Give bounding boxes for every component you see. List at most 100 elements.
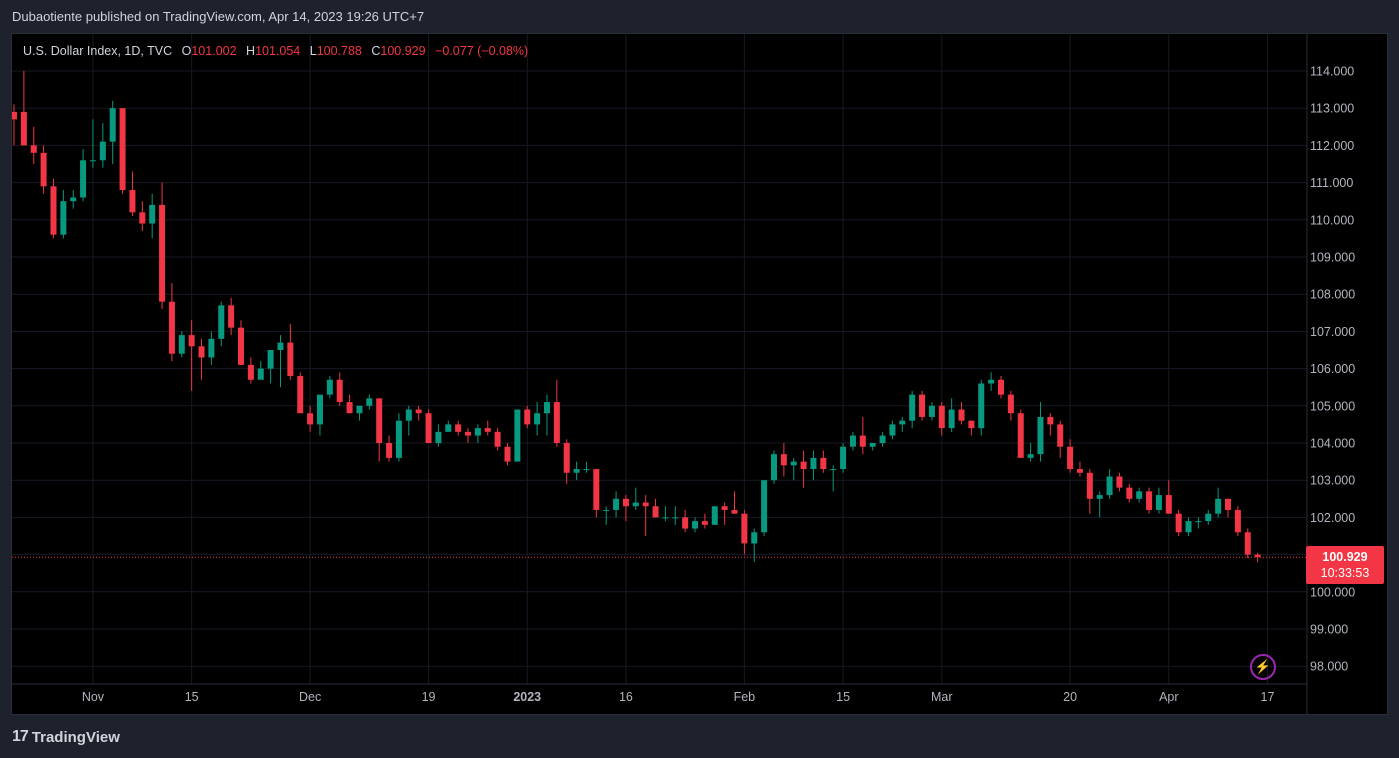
candle-body [465, 431, 472, 436]
candle [247, 357, 254, 384]
y-tick-label: 114.000 [1310, 65, 1354, 79]
candle [978, 379, 985, 436]
candle-body [1165, 495, 1172, 514]
candle-body [1086, 472, 1093, 499]
candle-body [968, 420, 975, 429]
candle-body [1126, 487, 1133, 499]
candle [879, 431, 886, 447]
candle [761, 480, 768, 536]
candle-body [178, 335, 185, 354]
candle-body [1185, 521, 1192, 533]
candle-body [1017, 413, 1024, 458]
candle [346, 394, 353, 414]
candle [859, 416, 866, 455]
candle [1215, 487, 1222, 518]
candle [356, 405, 363, 421]
candle [672, 506, 679, 525]
candle [326, 376, 333, 399]
candle-body [1205, 513, 1212, 522]
candle [543, 394, 550, 436]
candle-body [1067, 446, 1074, 470]
candle-body [1234, 509, 1241, 533]
candle-body [267, 350, 274, 369]
candle-body [1076, 469, 1083, 473]
candle-body [780, 454, 787, 466]
candle [958, 402, 965, 425]
candle-body [30, 145, 37, 153]
y-tick-label: 112.000 [1310, 139, 1354, 153]
y-tick-label: 100.000 [1310, 585, 1355, 599]
candle [218, 301, 225, 347]
candle [988, 372, 995, 391]
candle-body [573, 469, 580, 473]
candle [780, 443, 787, 477]
candle [415, 405, 422, 421]
candle-body [770, 454, 777, 481]
y-tick-label: 109.000 [1310, 251, 1355, 265]
candle-body [919, 394, 926, 417]
candle [198, 338, 205, 380]
candle-body [800, 461, 807, 470]
candle [494, 428, 501, 451]
candle [386, 435, 393, 462]
candle-body [109, 108, 116, 142]
candle-body [129, 190, 136, 213]
candle-body [1136, 491, 1143, 499]
candle [514, 409, 521, 462]
chart-frame[interactable]: 114.000 113.000 112.000 111.000 110.000 109.0… [11, 33, 1388, 715]
candle [455, 420, 462, 436]
candle [1067, 439, 1074, 473]
x-tick-label: Feb [734, 690, 756, 704]
candle-body [1146, 491, 1153, 510]
last-price-label: 100.929 10:33:53 [1306, 546, 1384, 584]
candle-body [899, 420, 906, 425]
legend-high-key: H [246, 44, 256, 58]
candle-body [139, 212, 146, 224]
y-tick-label: 98.000 [1310, 660, 1348, 674]
candle [405, 405, 412, 436]
y-tick-label: 105.000 [1310, 399, 1355, 413]
candle-body [701, 521, 708, 525]
candle [366, 394, 373, 410]
candle-body [711, 506, 718, 525]
candle-body [149, 204, 156, 224]
x-tick-label: 17 [1261, 690, 1275, 704]
candlestick-chart[interactable]: 114.000 113.000 112.000 111.000 110.000 109.0… [12, 34, 1388, 715]
x-tick-label: 15 [185, 690, 199, 704]
candle-body [849, 435, 856, 447]
tradingview-brand[interactable]: 17 TradingView [12, 728, 120, 746]
legend-symbol: U.S. Dollar Index, 1D, TVC [23, 44, 173, 58]
y-tick-label: 106.000 [1310, 362, 1355, 376]
candle-body [455, 424, 462, 432]
candle [504, 443, 511, 466]
candle [99, 123, 106, 168]
candle-body [652, 506, 659, 518]
candle-body [751, 532, 758, 544]
candle [524, 405, 531, 429]
candle [1047, 413, 1054, 436]
candle-body [1195, 521, 1202, 523]
candle [573, 461, 580, 481]
legend-close-value: 100.929 [380, 44, 426, 58]
candle [632, 487, 639, 510]
candle [109, 100, 116, 164]
candle [50, 178, 57, 239]
candle [820, 450, 827, 473]
candle [790, 457, 797, 481]
candle-body [820, 457, 827, 470]
candle-body [741, 513, 748, 544]
candle [721, 502, 728, 525]
candle [1205, 509, 1212, 525]
candle-body [415, 409, 422, 414]
lightning-icon[interactable]: ⚡ [1250, 654, 1276, 680]
brand-name: TradingView [31, 728, 120, 746]
candle [297, 372, 304, 414]
candle-body [1155, 495, 1162, 510]
candle [642, 495, 649, 536]
candle-body [662, 517, 669, 519]
candle [129, 171, 136, 217]
candle [89, 119, 96, 168]
candle [563, 439, 570, 484]
candle [445, 420, 452, 432]
legend-open-key: O [181, 44, 192, 58]
